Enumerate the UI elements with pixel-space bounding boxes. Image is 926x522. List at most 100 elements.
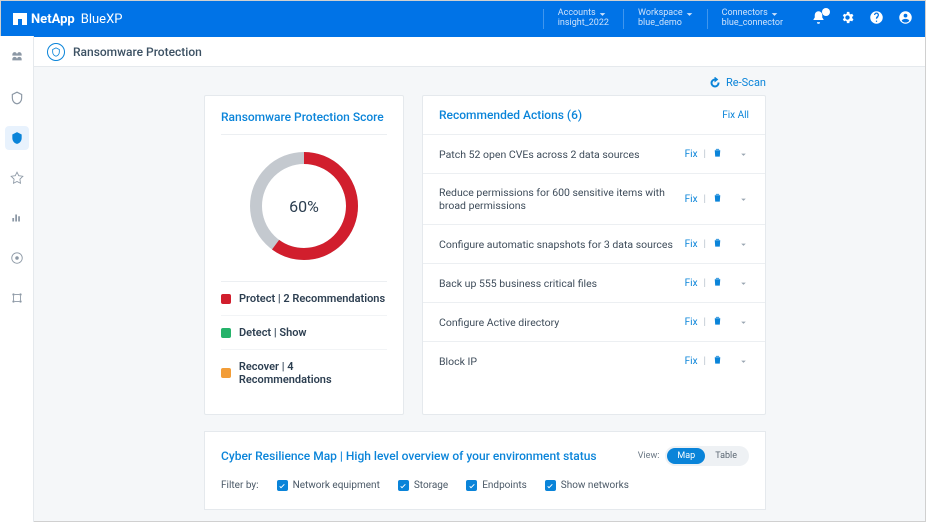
recommendation-row: Configure automatic snapshots for 3 data… [423, 225, 765, 264]
expand-icon[interactable] [729, 239, 749, 250]
netapp-logo: NetApp [13, 12, 75, 27]
delete-icon[interactable] [712, 147, 723, 161]
fix-all-button[interactable]: Fix All [722, 110, 749, 121]
workspace-switcher[interactable]: Workspace blue_demo [623, 9, 707, 29]
fix-button[interactable]: Fix [685, 239, 698, 250]
context-switchers: Accounts insight_2022 Workspace blue_dem… [543, 9, 797, 29]
filter-checkbox[interactable]: Storage [398, 480, 448, 491]
fix-button[interactable]: Fix [685, 278, 698, 289]
recommendation-text: Reduce permissions for 600 sensitive ite… [439, 186, 685, 212]
recommendation-row: Block IPFix| [423, 342, 765, 380]
notifications-icon[interactable] [811, 10, 826, 29]
legend-chip [221, 368, 231, 378]
view-map-button[interactable]: Map [667, 448, 705, 464]
accounts-value: insight_2022 [558, 19, 609, 29]
connectors-switcher[interactable]: Connectors blue_connector [707, 9, 797, 29]
fix-button[interactable]: Fix [685, 317, 698, 328]
expand-icon[interactable] [729, 194, 749, 205]
ransomware-icon [47, 43, 65, 61]
score-card-title: Ransomware Protection Score [221, 110, 387, 135]
rail-item-governance[interactable] [5, 166, 29, 190]
delete-icon[interactable] [712, 315, 723, 329]
checkbox-icon [277, 480, 288, 491]
recommendation-row: Configure Active directory Fix | [423, 303, 765, 342]
recommendations-list: Patch 52 open CVEs across 2 data sources… [423, 135, 765, 380]
legend-chip [221, 328, 231, 338]
checkbox-icon [398, 480, 409, 491]
legend-row[interactable]: Detect | Show [221, 316, 387, 350]
checkbox-icon [466, 480, 477, 491]
legend-row[interactable]: Protect | 2 Recommendations [221, 282, 387, 316]
workspace-value: blue_demo [638, 19, 693, 29]
brand-company: NetApp [31, 12, 75, 27]
delete-icon[interactable] [712, 276, 723, 290]
filter-label: Show networks [561, 480, 629, 491]
rail-item-canvas[interactable] [5, 46, 29, 70]
recommendation-row: Reduce permissions for 600 sensitive ite… [423, 174, 765, 225]
page-subheader: Ransomware Protection [1, 37, 925, 67]
settings-icon[interactable] [840, 10, 855, 29]
action-divider: | [704, 278, 706, 289]
filter-label: Storage [414, 480, 448, 491]
connectors-value: blue_connector [722, 19, 783, 29]
rescan-button[interactable]: Re-Scan [709, 76, 766, 89]
user-icon[interactable] [898, 10, 913, 29]
score-card: Ransomware Protection Score 60% Protect … [204, 95, 404, 415]
map-title: Cyber Resilience Map | High level overvi… [221, 449, 597, 463]
filter-checkbox[interactable]: Endpoints [466, 480, 527, 491]
fix-button[interactable]: Fix [685, 356, 698, 367]
expand-icon[interactable] [729, 317, 749, 328]
expand-icon[interactable] [729, 356, 749, 367]
brand-product: BlueXP [81, 12, 123, 27]
filter-label: Network equipment [293, 480, 380, 491]
top-bar: NetApp BlueXP Accounts insight_2022 Work… [1, 1, 925, 37]
action-divider: | [704, 149, 706, 160]
filter-checkbox[interactable]: Network equipment [277, 480, 380, 491]
delete-icon[interactable] [712, 237, 723, 251]
legend-chip [221, 294, 231, 304]
rail-item-extensions[interactable] [5, 286, 29, 310]
legend-text: Recover | 4 Recommendations [239, 360, 387, 386]
checkbox-icon [545, 480, 556, 491]
action-divider: | [704, 194, 706, 205]
page-body: Re-Scan Ransomware Protection Score 60% … [34, 66, 926, 522]
legend-text: Protect | 2 Recommendations [239, 292, 385, 305]
page-title: Ransomware Protection [73, 45, 202, 59]
delete-icon[interactable] [712, 354, 723, 368]
recommendation-text: Configure Active directory [439, 316, 559, 329]
recommendation-row: Patch 52 open CVEs across 2 data sources… [423, 135, 765, 174]
view-table-button[interactable]: Table [705, 448, 747, 464]
map-filters: Filter by: Network equipmentStorageEndpo… [221, 480, 749, 491]
action-divider: | [704, 239, 706, 250]
left-nav-rail [0, 36, 34, 522]
legend-row[interactable]: Recover | 4 Recommendations [221, 350, 387, 396]
action-divider: | [704, 317, 706, 328]
top-icon-bar [811, 10, 913, 29]
view-label: View: [638, 451, 660, 461]
recommendation-text: Patch 52 open CVEs across 2 data sources [439, 148, 640, 161]
delete-icon[interactable] [712, 192, 723, 206]
rescan-label: Re-Scan [726, 76, 766, 89]
help-icon[interactable] [869, 10, 884, 29]
fix-button[interactable]: Fix [685, 149, 698, 160]
expand-icon[interactable] [729, 278, 749, 289]
legend-text: Detect | Show [239, 326, 307, 339]
rail-item-reports[interactable] [5, 206, 29, 230]
map-card: Cyber Resilience Map | High level overvi… [204, 431, 766, 510]
brand: NetApp BlueXP [13, 12, 122, 27]
action-divider: | [704, 356, 706, 367]
recommendation-row: Back up 555 business critical filesFix| [423, 264, 765, 303]
score-donut: 60% [249, 151, 359, 261]
view-toggle: View: Map Table [638, 446, 749, 466]
score-value: 60% [249, 151, 359, 261]
score-legend: Protect | 2 Recommendations Detect | Show… [221, 281, 387, 396]
filter-checkbox[interactable]: Show networks [545, 480, 629, 491]
rail-item-health[interactable] [5, 246, 29, 270]
accounts-switcher[interactable]: Accounts insight_2022 [543, 9, 623, 29]
rail-item-protection[interactable] [5, 86, 29, 110]
rail-item-ransomware[interactable] [5, 126, 29, 150]
fix-button[interactable]: Fix [685, 194, 698, 205]
recommendations-title: Recommended Actions (6) [439, 108, 582, 122]
recommendations-card: Recommended Actions (6) Fix All Patch 52… [422, 95, 766, 415]
expand-icon[interactable] [729, 149, 749, 160]
